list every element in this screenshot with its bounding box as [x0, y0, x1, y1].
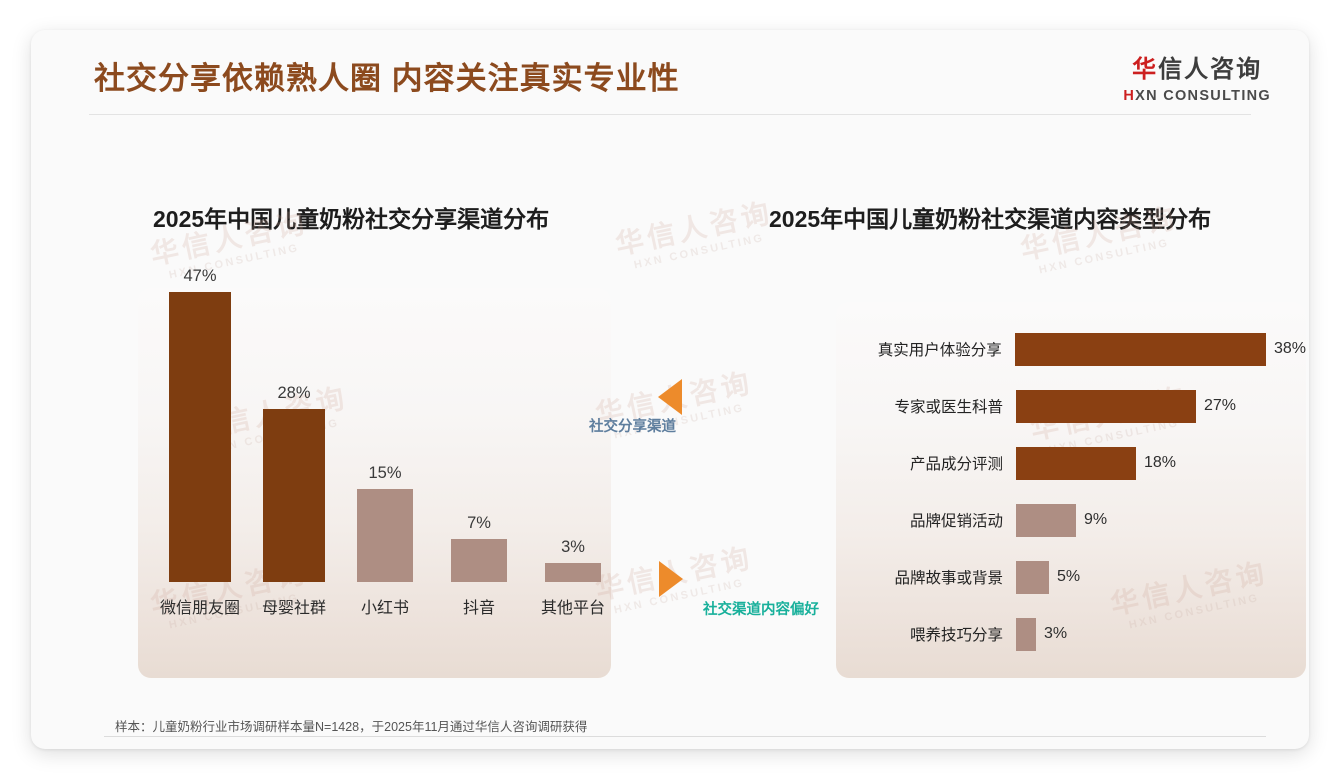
- watermark: 华信人咨询 HXN CONSULTING: [612, 196, 778, 274]
- left-chart-title: 2025年中国儿童奶粉社交分享渠道分布: [153, 206, 550, 232]
- column-value-label: 7%: [467, 514, 491, 532]
- bar-value-label: 27%: [1204, 397, 1237, 414]
- bar-rect: [1016, 617, 1036, 651]
- bar-rect: [1014, 332, 1266, 366]
- sample-footnote: 样本：儿童奶粉行业市场调研样本量N=1428，于2025年11月通过华信人咨询调…: [115, 720, 588, 734]
- bar-rect: [1016, 560, 1049, 594]
- logo-en-accent: H: [1123, 88, 1136, 104]
- bar-category-label: 专家或医生科普: [894, 399, 1003, 416]
- bar-row: 真实用户体验分享 38%: [836, 330, 1306, 368]
- page-title: 社交分享依赖熟人圈 内容关注真实专业性: [94, 61, 680, 96]
- bar-rect: [1016, 389, 1196, 423]
- column-value-label: 28%: [277, 384, 311, 402]
- watermark-en: HXN CONSULTING: [632, 231, 766, 272]
- bar-row: 品牌促销活动 9%: [836, 501, 1306, 539]
- column-bar: [357, 489, 413, 582]
- logo-rest-chars: 信人咨询: [1158, 56, 1263, 83]
- column-bar-group: 28% 母婴社群: [262, 384, 326, 617]
- bar-value-label: 3%: [1044, 625, 1068, 642]
- annotation-content-label: 社交渠道内容偏好: [703, 602, 819, 618]
- annotation-channel-label: 社交分享渠道: [589, 419, 676, 435]
- column-value-label: 15%: [368, 464, 402, 482]
- column-category-label: 微信朋友圈: [159, 600, 240, 617]
- footer-divider: [104, 736, 1266, 737]
- bar-category-label: 品牌促销活动: [909, 513, 1003, 530]
- column-value-label: 3%: [561, 538, 585, 556]
- logo-chinese-text: 华信人咨询: [1123, 58, 1271, 82]
- bar-value-label: 18%: [1144, 454, 1177, 471]
- watermark-cn: 华信人咨询: [612, 196, 776, 261]
- column-bar-group: 47% 微信朋友圈: [160, 267, 240, 617]
- bar-rect: [1016, 503, 1076, 537]
- column-bar: [263, 409, 325, 582]
- slide-card: 社交分享依赖熟人圈 内容关注真实专业性 华信人咨询 HXN CONSULTING…: [31, 30, 1309, 749]
- column-chart: 47% 微信朋友圈 28% 母婴社群 15% 小红书 7% 抖音 3% 其他平台: [138, 267, 611, 650]
- bar-category-label: 真实用户体验分享: [877, 342, 1002, 359]
- bar-value-label: 5%: [1057, 568, 1081, 585]
- column-bar: [545, 563, 601, 582]
- bar-row: 产品成分评测 18%: [836, 444, 1306, 482]
- column-category-label: 母婴社群: [261, 600, 326, 617]
- column-bar: [451, 539, 507, 582]
- triangle-left-icon: [658, 379, 682, 415]
- right-chart-title: 2025年中国儿童奶粉社交渠道内容类型分布: [769, 206, 1212, 232]
- bar-category-label: 喂养技巧分享: [909, 627, 1003, 644]
- slide-header: 社交分享依赖熟人圈 内容关注真实专业性 华信人咨询 HXN CONSULTING: [31, 30, 1309, 130]
- logo-accent-char: 华: [1132, 56, 1159, 83]
- watermark-en: HXN CONSULTING: [1037, 236, 1171, 277]
- bar-category-label: 品牌故事或背景: [894, 570, 1003, 587]
- logo-english-text: HXN CONSULTING: [1123, 89, 1271, 104]
- bar-value-label: 9%: [1084, 511, 1108, 528]
- bar-category-label: 产品成分评测: [909, 456, 1003, 473]
- bar-row: 喂养技巧分享 3%: [836, 615, 1306, 653]
- column-value-label: 47%: [183, 267, 217, 285]
- column-category-label: 其他平台: [540, 600, 605, 617]
- logo-en-rest: XN CONSULTING: [1135, 88, 1271, 104]
- bar-row: 品牌故事或背景 5%: [836, 558, 1306, 596]
- column-category-label: 抖音: [462, 600, 495, 617]
- column-bar: [169, 292, 231, 582]
- column-category-label: 小红书: [360, 600, 409, 617]
- bar-rect: [1016, 446, 1136, 480]
- brand-logo: 华信人咨询 HXN CONSULTING: [1123, 58, 1271, 104]
- column-bar-group: 3% 其他平台: [541, 538, 605, 617]
- column-bar-group: 7% 抖音: [451, 514, 507, 617]
- column-bar-group: 15% 小红书: [357, 464, 413, 617]
- bar-row: 专家或医生科普 27%: [836, 387, 1306, 425]
- horizontal-bar-chart: 真实用户体验分享 38% 专家或医生科普 27% 产品成分评测 18% 品牌促销活动 9% 品牌…: [836, 302, 1306, 678]
- bar-value-label: 38%: [1273, 340, 1306, 357]
- triangle-right-icon: [659, 561, 683, 597]
- header-divider: [89, 114, 1251, 115]
